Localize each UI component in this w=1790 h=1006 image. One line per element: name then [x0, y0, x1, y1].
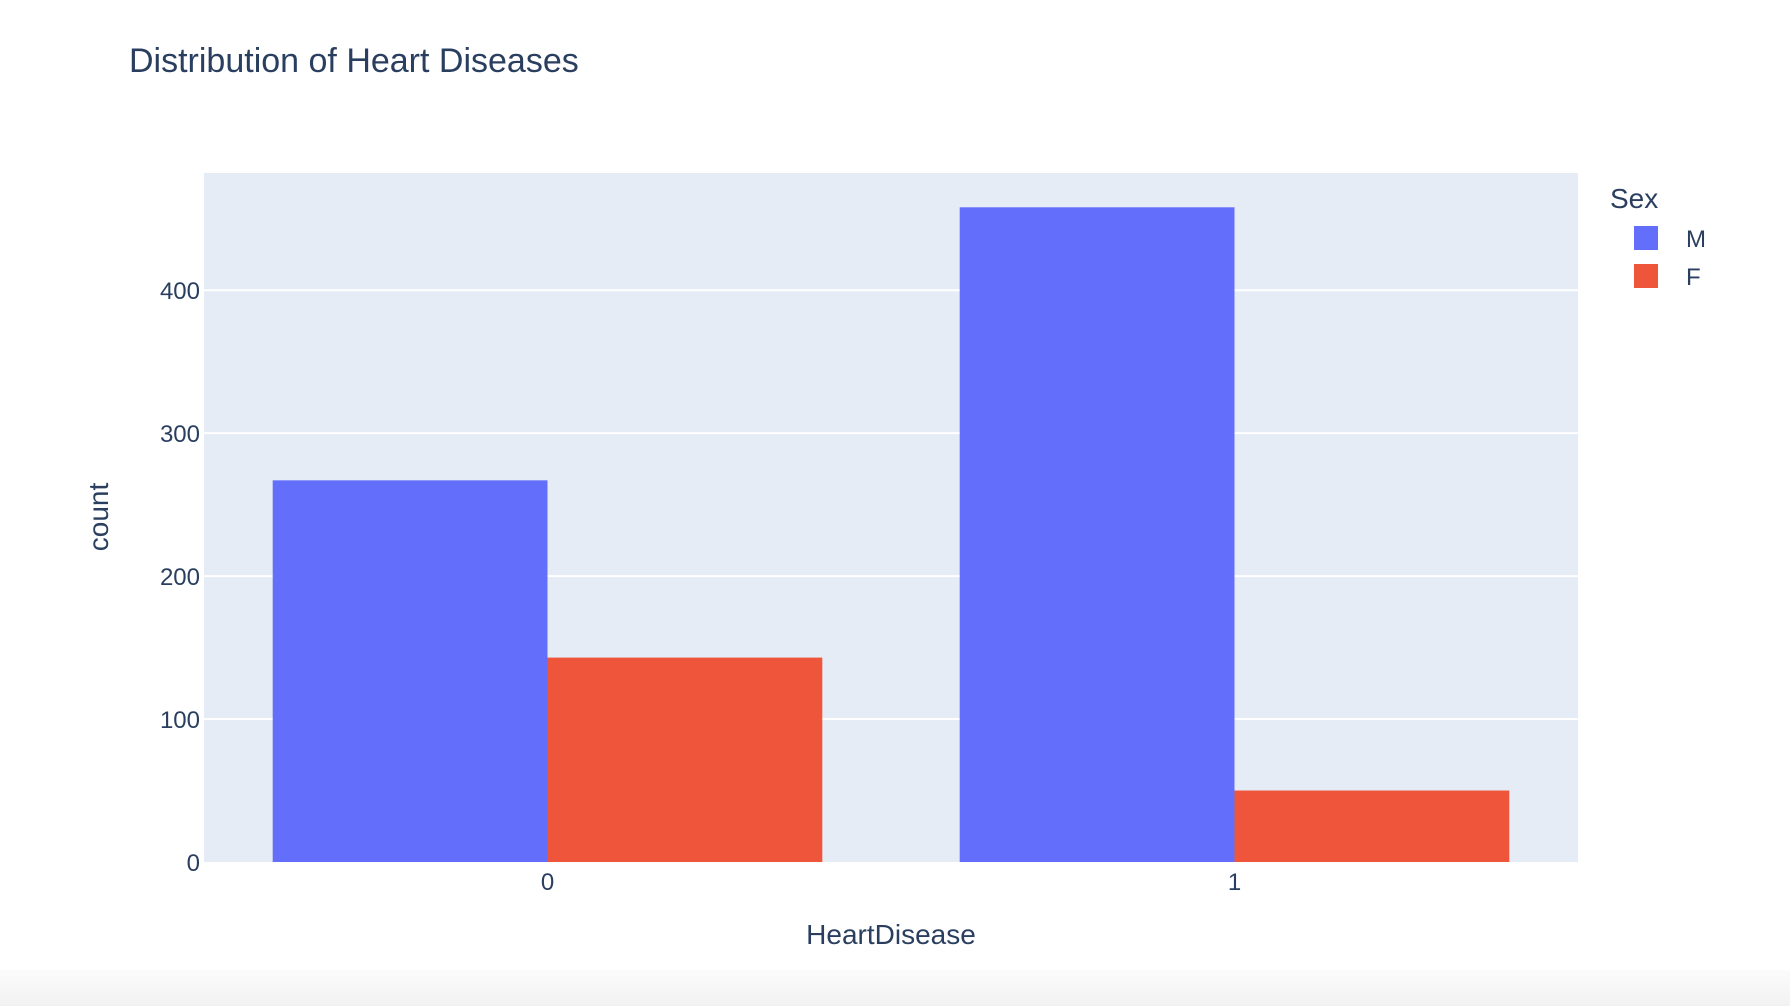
legend-swatch-f	[1634, 264, 1658, 288]
bar-f-1	[1234, 790, 1510, 862]
legend-label-m: M	[1686, 226, 1706, 253]
bar-f-0	[547, 657, 823, 862]
legend: Sex MF	[1610, 183, 1706, 291]
y-tick-label: 200	[160, 564, 200, 591]
y-tick-labels: 0 100 200 300 400	[160, 278, 200, 877]
bar-m-0	[272, 480, 548, 862]
y-tick-label: 400	[160, 278, 200, 305]
legend-label-f: F	[1686, 264, 1701, 291]
bars	[272, 207, 1510, 862]
chart-title: Distribution of Heart Diseases	[129, 42, 579, 80]
page-footer-band	[0, 970, 1790, 1006]
y-tick-label: 300	[160, 421, 200, 448]
legend-title: Sex	[1610, 183, 1658, 214]
legend-swatch-m	[1634, 226, 1658, 250]
bar-m-1	[959, 207, 1235, 862]
x-axis-label: HeartDisease	[806, 919, 976, 950]
x-tick-label: 0	[541, 869, 554, 896]
x-tick-label: 1	[1228, 869, 1241, 896]
y-axis-label: count	[83, 483, 114, 552]
y-tick-label: 100	[160, 707, 200, 734]
y-tick-label: 0	[187, 850, 200, 877]
